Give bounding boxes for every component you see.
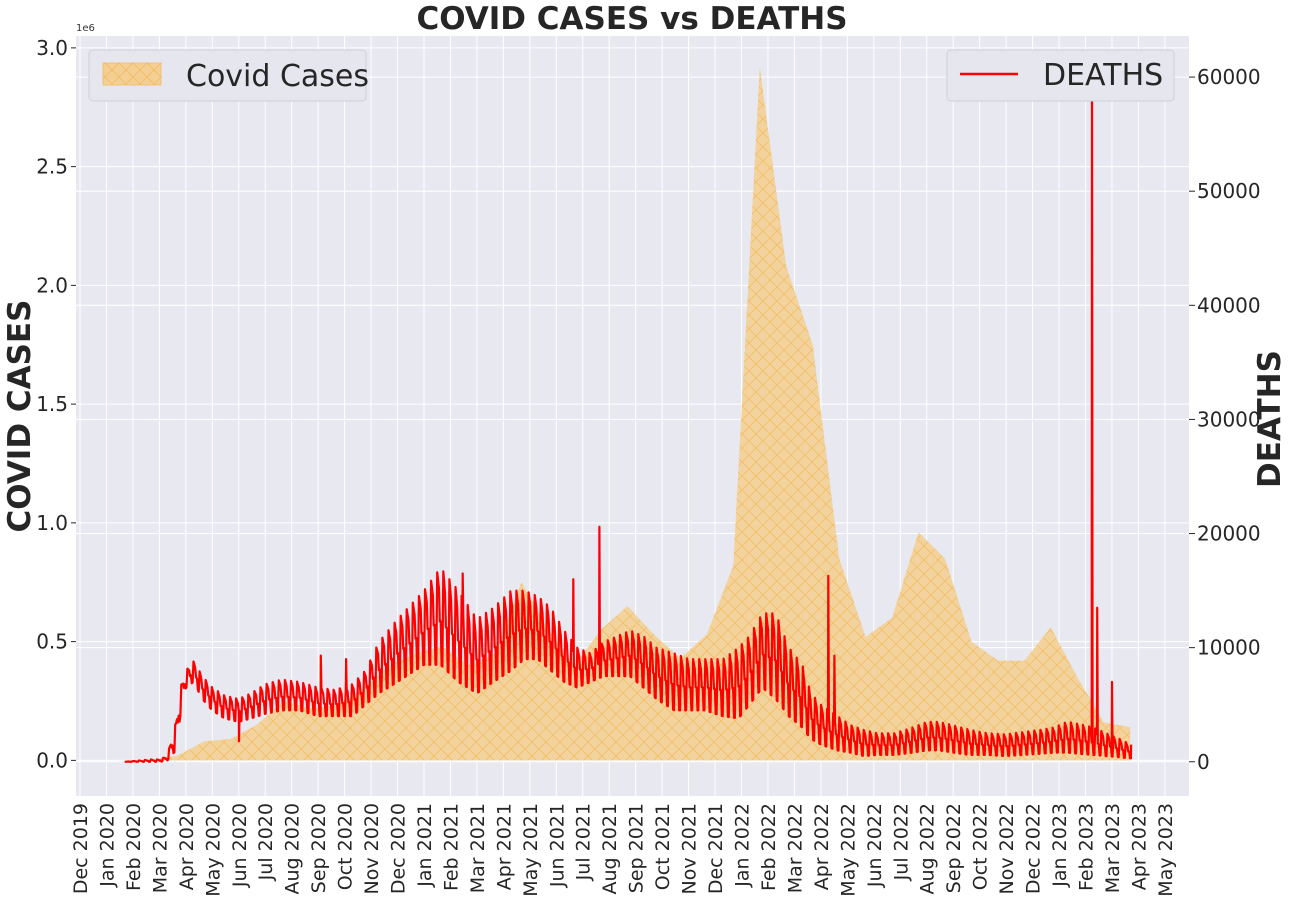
x-tick-label: Aug 2021 [599,803,621,895]
y-right-tick-label: 0 [1197,750,1210,774]
y-right-tick-label: 40000 [1197,293,1261,317]
x-tick-label: Mar 2020 [149,803,171,893]
y-left-axis-ticks: 0.0 0.5 1.0 1.5 2.0 2.5 3.0 [36,36,76,772]
x-tick-label: Oct 2022 [970,803,992,890]
y-left-tick-label: 2.0 [36,273,68,297]
x-tick-label: Oct 2020 [335,803,357,890]
x-tick-label: Feb 2020 [123,803,145,891]
legend-cases: Covid Cases [88,49,369,102]
x-tick-label: Nov 2022 [996,803,1018,894]
x-axis-ticks: Dec 2019 Jan 2020 Feb 2020 Mar 2020 Apr 2020… [70,803,1177,897]
x-tick-label: Jul 2022 [890,803,912,881]
x-tick-label: Mar 2022 [784,803,806,893]
legend-deaths-label: DEATHS [1043,58,1163,93]
x-tick-label: Jul 2020 [255,803,277,881]
x-tick-label: Apr 2023 [1128,803,1150,890]
x-tick-label: Jun 2020 [229,803,251,888]
x-tick-label: Sep 2022 [943,803,965,893]
legend-cases-label: Covid Cases [186,59,369,94]
x-tick-label: Jun 2022 [864,803,886,888]
x-tick-label: Jan 2022 [732,803,754,888]
x-tick-label: Mar 2021 [467,803,489,893]
x-tick-label: Dec 2020 [388,803,410,894]
y-right-axis-label: DEATHS [1252,350,1288,488]
x-tick-label: Mar 2023 [1102,803,1124,893]
x-tick-label: Sep 2021 [626,803,648,893]
x-tick-label: Jan 2020 [96,803,118,888]
x-tick-label: May 2023 [1155,803,1177,897]
deaths-line [124,64,1133,763]
y-right-tick-label: 30000 [1197,407,1261,431]
y-left-tick-label: 0.0 [36,748,68,772]
y-left-tick-label: 0.5 [36,630,68,654]
x-tick-label: Feb 2021 [440,803,462,891]
x-tick-label: Feb 2022 [758,803,780,891]
y-left-offset-label: 1e6 [76,23,95,34]
y-left-axis-label: COVID CASES [2,300,38,533]
x-tick-label: Dec 2021 [705,803,727,894]
y-left-tick-label: 3.0 [36,36,68,60]
x-tick-label: Aug 2022 [917,803,939,895]
x-tick-label: Apr 2020 [176,803,198,890]
x-tick-label: Apr 2022 [811,803,833,890]
x-tick-label: Oct 2021 [652,803,674,890]
x-tick-label: Nov 2020 [361,803,383,894]
y-right-tick-label: 10000 [1197,636,1261,660]
y-left-tick-label: 1.5 [36,392,68,416]
x-tick-label: Sep 2020 [308,803,330,893]
x-tick-label: Aug 2020 [282,803,304,895]
cases-area-hatch [124,66,1131,761]
x-tick-label: Dec 2019 [70,803,92,894]
x-tick-label: Jul 2021 [573,803,595,881]
y-right-tick-label: 60000 [1197,65,1261,89]
x-tick-label: Dec 2022 [1023,803,1045,894]
x-tick-label: Jan 2023 [1049,803,1071,888]
y-left-tick-label: 2.5 [36,155,68,179]
y-right-tick-label: 20000 [1197,522,1261,546]
x-tick-label: May 2022 [837,803,859,897]
cases-area-series [124,66,1131,761]
chart-title: COVID CASES vs DEATHS [416,1,847,37]
y-right-axis-ticks: 0 10000 20000 30000 40000 50000 60000 [1189,65,1261,774]
x-tick-label: May 2020 [202,803,224,897]
y-left-tick-label: 1.0 [36,511,68,535]
x-tick-label: Feb 2023 [1075,803,1097,891]
y-right-tick-label: 50000 [1197,179,1261,203]
x-tick-label: Nov 2021 [679,803,701,894]
x-tick-label: Jan 2021 [414,803,436,888]
x-tick-label: Apr 2021 [493,803,515,890]
x-tick-label: Jun 2021 [546,803,568,888]
legend-deaths: DEATHS [946,49,1175,102]
x-tick-label: May 2021 [520,803,542,897]
